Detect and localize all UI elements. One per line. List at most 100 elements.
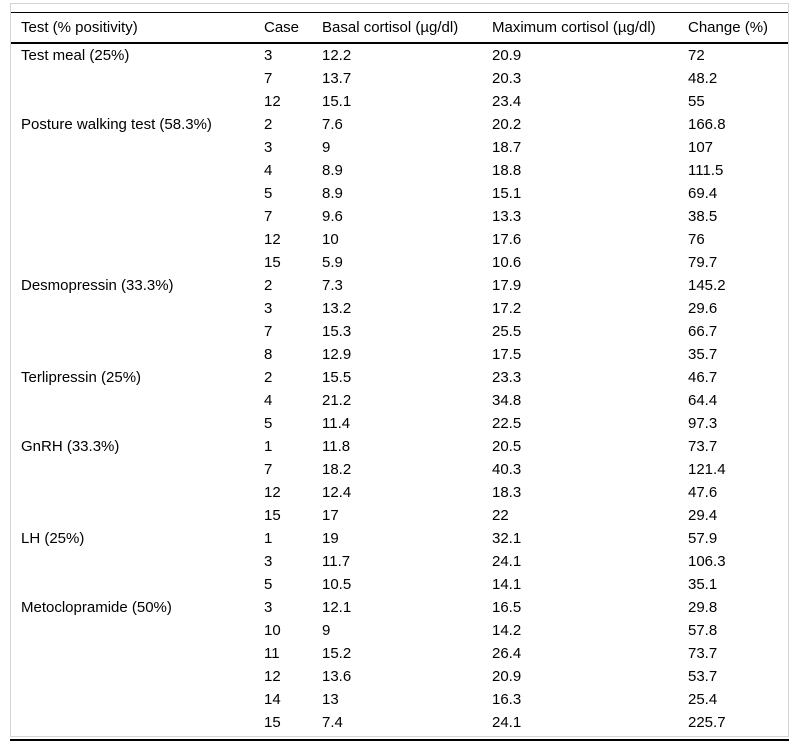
maximum-cortisol-cell: 20.9 — [492, 47, 522, 64]
case-cell: 15 — [264, 507, 281, 524]
table-row: 12 13.6 20.9 53.7 — [11, 665, 788, 688]
change-cell: 29.8 — [688, 599, 718, 616]
column-header-test-positivity: Test (% positivity) — [11, 12, 264, 44]
test-name-cell — [11, 504, 264, 527]
basal-cortisol-cell: 10.5 — [322, 576, 352, 593]
change-cell: 66.7 — [688, 323, 718, 340]
maximum-cortisol-cell: 24.1 — [492, 553, 522, 570]
column-header-basal-cortisol: Basal cortisol (µg/dl) — [322, 12, 492, 44]
basal-cortisol-cell: 15.5 — [322, 369, 352, 386]
maximum-cortisol-cell: 24.1 — [492, 714, 522, 731]
maximum-cortisol-cell: 32.1 — [492, 530, 522, 547]
case-cell: 15 — [264, 714, 281, 731]
maximum-cortisol-cell: 10.6 — [492, 254, 522, 271]
maximum-cortisol-cell: 17.5 — [492, 346, 522, 363]
table-row: Desmopressin (33.3%) 2 7.3 17.9 145.2 — [11, 274, 788, 297]
case-cell: 3 — [264, 47, 273, 64]
table-row: 3 13.2 17.2 29.6 — [11, 297, 788, 320]
test-name-cell: Posture walking test (58.3%) — [21, 116, 212, 133]
maximum-cortisol-cell: 13.3 — [492, 208, 522, 225]
basal-cortisol-cell: 12.1 — [322, 599, 352, 616]
change-cell: 145.2 — [688, 277, 726, 294]
maximum-cortisol-cell: 18.3 — [492, 484, 522, 501]
table-row: 7 18.2 40.3 121.4 — [11, 458, 788, 481]
change-cell: 55 — [688, 93, 705, 110]
table-bottom-rule — [10, 739, 789, 741]
maximum-cortisol-cell: 14.2 — [492, 622, 522, 639]
change-cell: 48.2 — [688, 70, 718, 87]
change-cell: 225.7 — [688, 714, 726, 731]
case-cell: 5 — [264, 415, 273, 432]
case-cell: 1 — [264, 438, 273, 455]
maximum-cortisol-cell: 20.3 — [492, 70, 522, 87]
change-cell: 79.7 — [688, 254, 718, 271]
cortisol-test-table: Test (% positivity) Case Basal cortisol … — [11, 12, 788, 734]
basal-cortisol-cell: 19 — [322, 530, 339, 547]
table-row: Terlipressin (25%) 2 15.5 23.3 46.7 — [11, 366, 788, 389]
column-header-change-percent: Change (%) — [688, 12, 788, 44]
table-row: 4 8.9 18.8 111.5 — [11, 159, 788, 182]
table-row: 7 15.3 25.5 66.7 — [11, 320, 788, 343]
table-row: 11 15.2 26.4 73.7 — [11, 642, 788, 665]
test-name-cell — [11, 688, 264, 711]
basal-cortisol-cell: 15.2 — [322, 645, 352, 662]
change-cell: 73.7 — [688, 438, 718, 455]
case-cell: 4 — [264, 392, 273, 409]
maximum-cortisol-cell: 18.8 — [492, 162, 522, 179]
table-row: 5 11.4 22.5 97.3 — [11, 412, 788, 435]
case-cell: 3 — [264, 553, 273, 570]
test-name-cell — [11, 642, 264, 665]
test-name-cell: Metoclopramide (50%) — [21, 599, 172, 616]
case-cell: 2 — [264, 369, 273, 386]
case-cell: 4 — [264, 162, 273, 179]
basal-cortisol-cell: 11.8 — [322, 438, 351, 455]
test-name-cell — [11, 297, 264, 320]
test-name-cell — [11, 389, 264, 412]
test-name-cell — [11, 228, 264, 251]
table-row: 15 7.4 24.1 225.7 — [11, 711, 788, 734]
case-cell: 3 — [264, 139, 273, 156]
basal-cortisol-cell: 21.2 — [322, 392, 352, 409]
case-cell: 14 — [264, 691, 281, 708]
test-name-cell — [11, 205, 264, 228]
case-cell: 12 — [264, 93, 281, 110]
test-name-cell — [11, 182, 264, 205]
table-row: 14 13 16.3 25.4 — [11, 688, 788, 711]
maximum-cortisol-cell: 20.9 — [492, 668, 522, 685]
table-row: 15 5.9 10.6 79.7 — [11, 251, 788, 274]
basal-cortisol-cell: 9 — [322, 622, 331, 639]
table-row: 4 21.2 34.8 64.4 — [11, 389, 788, 412]
test-name-cell — [11, 481, 264, 504]
table-row: LH (25%) 1 19 32.1 57.9 — [11, 527, 788, 550]
table-row: 3 11.7 24.1 106.3 — [11, 550, 788, 573]
table-body: Test meal (25%) 3 12.2 20.9 72 7 13.7 20.3 48.2 1… — [11, 43, 788, 734]
test-name-cell — [11, 90, 264, 113]
test-name-cell — [11, 573, 264, 596]
test-name-cell — [11, 458, 264, 481]
column-header-maximum-cortisol: Maximum cortisol (µg/dl) — [492, 12, 688, 44]
maximum-cortisol-cell: 15.1 — [492, 185, 522, 202]
table-row: 8 12.9 17.5 35.7 — [11, 343, 788, 366]
basal-cortisol-cell: 8.9 — [322, 185, 343, 202]
table-row: Posture walking test (58.3%) 2 7.6 20.2 166.… — [11, 113, 788, 136]
case-cell: 15 — [264, 254, 281, 271]
change-cell: 121.4 — [688, 461, 726, 478]
table-row: 15 17 22 29.4 — [11, 504, 788, 527]
table-row: 12 12.4 18.3 47.6 — [11, 481, 788, 504]
case-cell: 3 — [264, 300, 273, 317]
change-cell: 35.7 — [688, 346, 718, 363]
test-name-cell — [11, 550, 264, 573]
table-row: Metoclopramide (50%) 3 12.1 16.5 29.8 — [11, 596, 788, 619]
basal-cortisol-cell: 5.9 — [322, 254, 343, 271]
case-cell: 12 — [264, 668, 281, 685]
maximum-cortisol-cell: 20.5 — [492, 438, 522, 455]
maximum-cortisol-cell: 22.5 — [492, 415, 522, 432]
basal-cortisol-cell: 7.3 — [322, 277, 343, 294]
basal-cortisol-cell: 13.2 — [322, 300, 352, 317]
maximum-cortisol-cell: 16.3 — [492, 691, 522, 708]
case-cell: 12 — [264, 231, 281, 248]
case-cell: 2 — [264, 116, 273, 133]
maximum-cortisol-cell: 40.3 — [492, 461, 522, 478]
basal-cortisol-cell: 15.1 — [322, 93, 352, 110]
basal-cortisol-cell: 10 — [322, 231, 339, 248]
